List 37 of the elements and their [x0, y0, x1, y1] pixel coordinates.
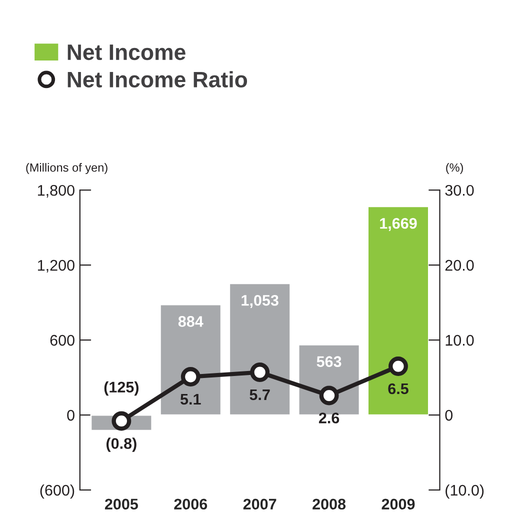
y2-axis-title: (%) — [446, 163, 463, 174]
legend-label: Net Income Ratio — [68, 71, 248, 88]
data-label: 5.1 — [180, 394, 201, 405]
y-tick-label: 1,800 — [38, 184, 74, 198]
point — [180, 367, 200, 386]
bar — [228, 282, 291, 416]
y2-tick-label: 20.0 — [445, 260, 474, 271]
y2-tick-label: 30.0 — [445, 184, 474, 196]
y-axis-title: (Millions of yen) — [26, 163, 108, 174]
legend-label: Net Income — [68, 44, 186, 60]
x-tick-label: 2007 — [243, 498, 276, 510]
point — [112, 411, 132, 431]
point — [319, 386, 339, 406]
x-tick-label: 2009 — [382, 498, 415, 510]
y-tick-label: 0 — [67, 410, 74, 421]
y2-tick-label: 10.0 — [446, 334, 474, 346]
x-tick-label: 2006 — [174, 498, 208, 510]
point — [388, 356, 408, 376]
y2-tick-label: (10.0) — [446, 484, 484, 499]
data-label: 884 — [178, 316, 204, 327]
data-label: 563 — [316, 356, 342, 368]
y2-tick-label: 0 — [445, 410, 453, 421]
point — [250, 362, 270, 382]
data-label: 2.6 — [318, 412, 340, 424]
bar — [159, 304, 222, 416]
data-label: (0.8) — [106, 438, 136, 452]
data-label: 6.5 — [388, 383, 408, 394]
data-label: 1,669 — [380, 218, 417, 231]
data-label: 5.7 — [250, 390, 270, 400]
x-tick-label: 2005 — [104, 498, 138, 510]
data-label: (125) — [104, 381, 139, 396]
x-tick-label: 2008 — [312, 498, 346, 510]
y-tick-label: 600 — [50, 334, 74, 346]
y-tick-label: 1,200 — [38, 260, 74, 273]
y-tick-label: (600) — [40, 484, 74, 499]
data-label: 1,053 — [242, 294, 278, 308]
bar — [367, 206, 430, 416]
